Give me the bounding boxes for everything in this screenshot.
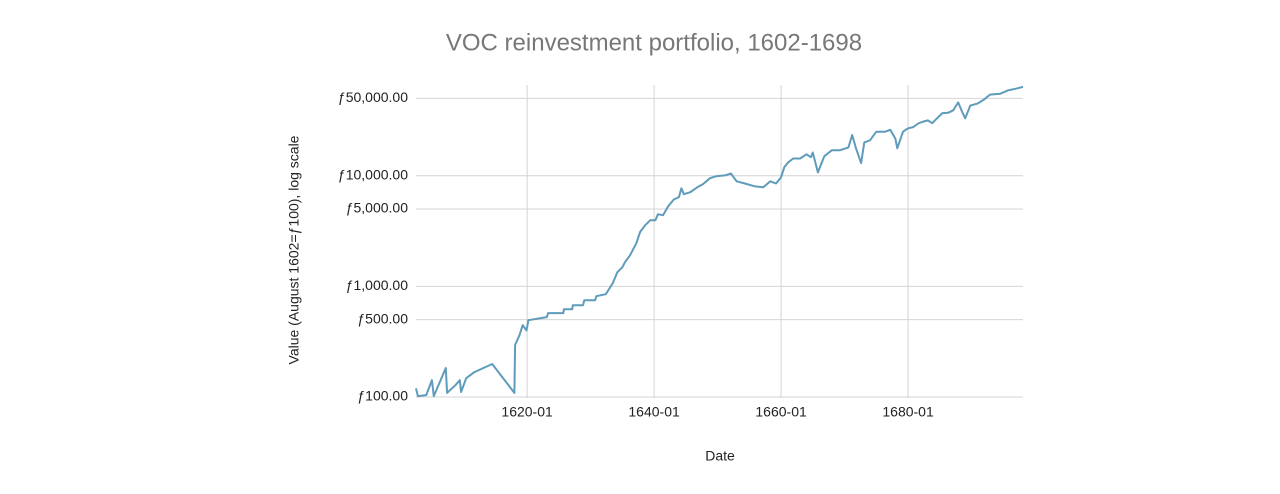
x-axis-label: Date xyxy=(705,448,735,464)
y-tick-label: ƒ1,000.00 xyxy=(346,277,408,293)
y-tick-label: ƒ100.00 xyxy=(357,388,408,404)
x-tick-label: 1680-01 xyxy=(882,404,934,420)
y-tick-label: ƒ50,000.00 xyxy=(338,89,408,105)
chart-title: VOC reinvestment portfolio, 1602-1698 xyxy=(446,29,862,56)
y-tick-label: ƒ500.00 xyxy=(357,310,408,326)
y-axis-label: Value (August 1602=ƒ100), log scale xyxy=(286,135,302,364)
x-tick-label: 1640-01 xyxy=(628,404,680,420)
data-line xyxy=(415,85,1024,398)
y-tick-label: ƒ10,000.00 xyxy=(338,166,408,182)
x-tick-label: 1660-01 xyxy=(755,404,807,420)
x-tick-label: 1620-01 xyxy=(501,404,553,420)
y-tick-label: ƒ5,000.00 xyxy=(346,200,408,216)
